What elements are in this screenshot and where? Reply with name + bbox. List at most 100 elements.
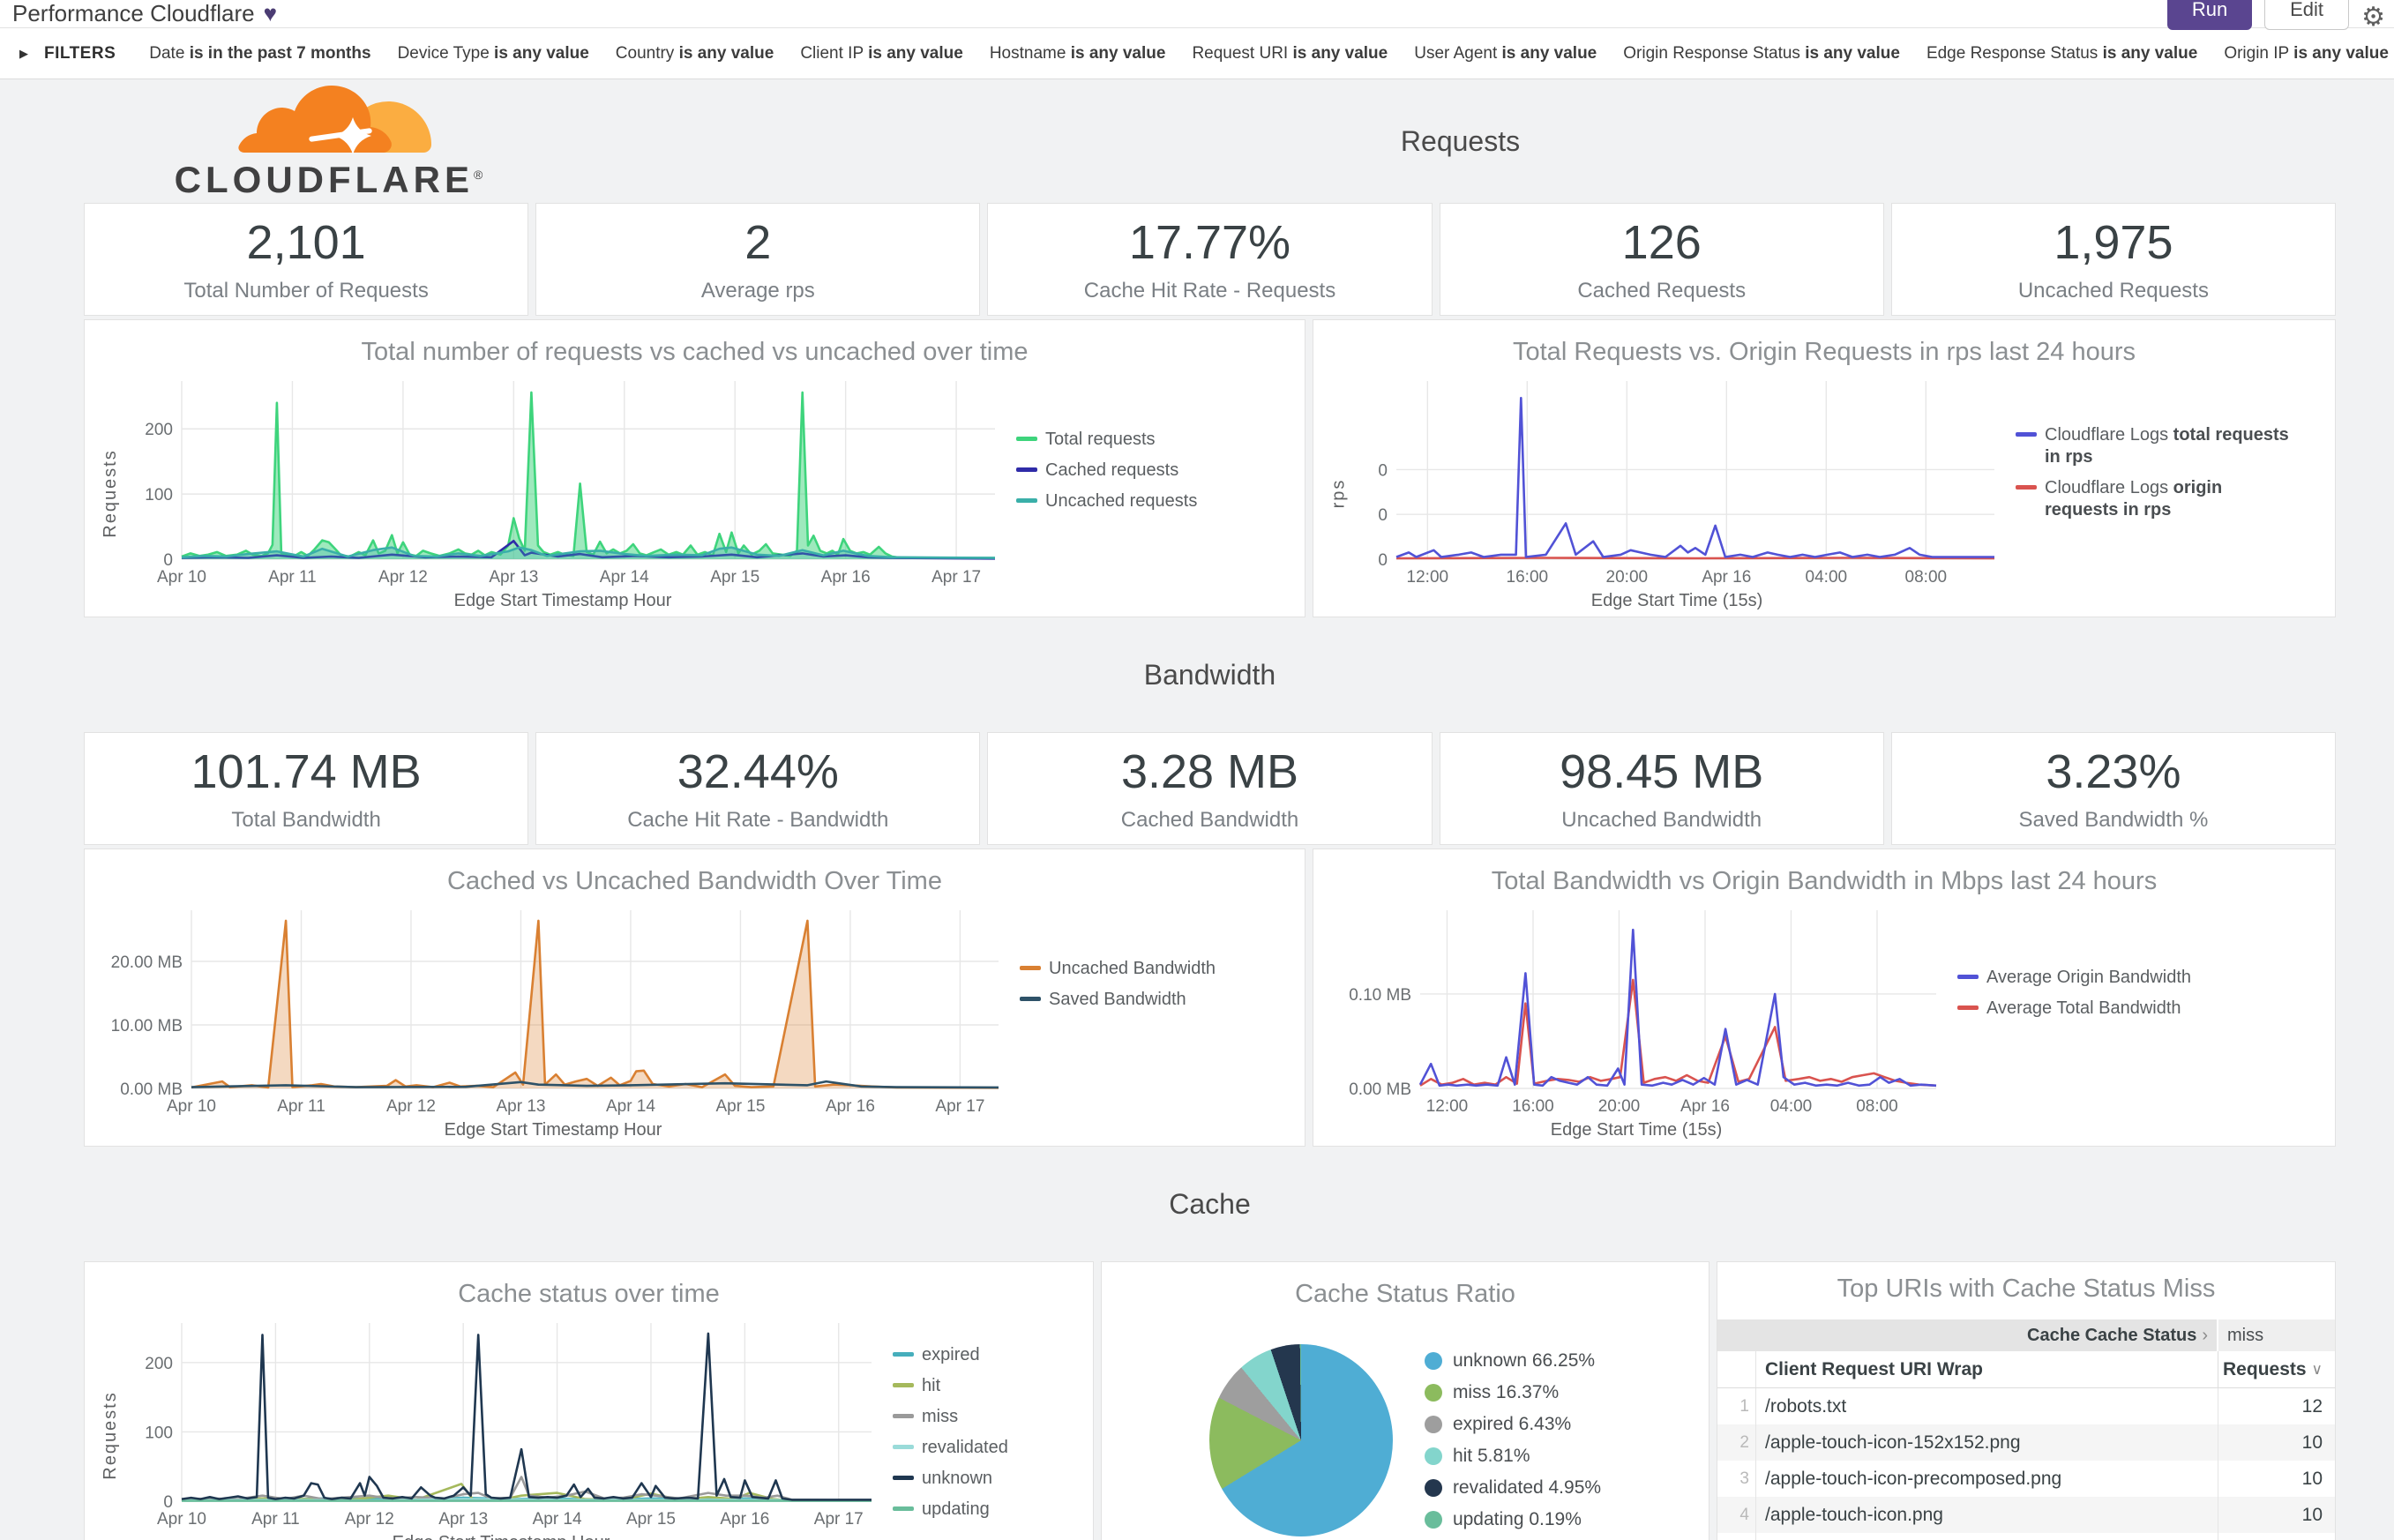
legend-swatch: [2016, 485, 2037, 490]
svg-text:04:00: 04:00: [1770, 1097, 1813, 1116]
uri-cell[interactable]: /robots.txt: [1756, 1388, 2218, 1424]
filter-item-client-ip[interactable]: Client IP is any value: [800, 43, 963, 63]
uri-column-header[interactable]: Client Request URI Wrap: [1756, 1351, 2218, 1387]
kpi-label: Total Bandwidth: [231, 808, 381, 832]
legend-item-uncached-bandwidth[interactable]: Uncached Bandwidth: [1020, 958, 1272, 980]
legend-swatch: [1020, 997, 1041, 1001]
kpi-value: 101.74 MB: [191, 745, 422, 798]
svg-text:Apr 17: Apr 17: [931, 568, 981, 587]
x-axis-title: Edge Start Timestamp Hour: [393, 1533, 610, 1540]
legend-item-average-origin-bandwidth[interactable]: Average Origin Bandwidth: [1957, 967, 2236, 989]
svg-text:Apr 15: Apr 15: [715, 1097, 765, 1116]
chart-title: Total number of requests vs cached vs un…: [361, 338, 1029, 366]
kpi-row-bandwidth: 101.74 MB Total Bandwidth 32.44% Cache Hit …: [84, 732, 2337, 845]
requests-cell[interactable]: 10: [2301, 1468, 2323, 1489]
legend-item-total-requests[interactable]: Total requests: [1016, 429, 1255, 451]
plot-area[interactable]: 0 100 200 Apr 10 Apr 11 Apr 12 Apr 13 Apr 14 Apr…: [122, 1318, 880, 1531]
uri-cell[interactable]: /apple-touch-icon-precomposed.png: [1756, 1461, 2218, 1497]
bandwidth-kpi-1: 32.44% Cache Hit Rate - Bandwidth: [535, 732, 981, 845]
uri-cell[interactable]: /apple-touch-icon-152x152.png: [1756, 1424, 2218, 1461]
legend-item-revalidated[interactable]: revalidated: [893, 1437, 1035, 1459]
svg-text:Apr 13: Apr 13: [438, 1510, 488, 1529]
filter-item-origin-response-status[interactable]: Origin Response Status is any value: [1623, 43, 1900, 63]
filters-label: FILTERS: [44, 43, 116, 63]
filter-item-hostname[interactable]: Hostname is any value: [989, 43, 1166, 63]
filter-item-country[interactable]: Country is any value: [615, 43, 774, 63]
kpi-value: 3.28 MB: [1120, 745, 1299, 798]
section-title-cache: Cache: [1169, 1187, 1251, 1220]
legend-item-origin-requests-in-rps[interactable]: Cloudflare Logs origin requests in rps: [2016, 477, 2294, 521]
legend-item-expired[interactable]: expired: [893, 1344, 1035, 1366]
row-number: 3: [1717, 1461, 1756, 1497]
svg-text:Apr 13: Apr 13: [496, 1097, 545, 1116]
filter-item-user-agent[interactable]: User Agent is any value: [1414, 43, 1597, 63]
legend-swatch: [2016, 432, 2037, 437]
filter-item-request-uri[interactable]: Request URI is any value: [1192, 43, 1388, 63]
requests-cell[interactable]: 10: [2301, 1432, 2323, 1453]
legend-item-uncached-requests[interactable]: Uncached requests: [1016, 490, 1255, 512]
plot-area[interactable]: 0 100 200 Apr 10 Apr 11 Apr 12 Apr 13 Apr 14 Apr…: [122, 376, 1004, 589]
kpi-label: Average rps: [700, 279, 815, 303]
filter-item-edge-response-status[interactable]: Edge Response Status is any value: [1926, 43, 2198, 63]
svg-text:10.00 MB: 10.00 MB: [111, 1017, 183, 1035]
pivot-header[interactable]: Cache Cache Status ›: [1717, 1319, 2218, 1351]
chart-title: Total Requests vs. Origin Requests in rp…: [1513, 338, 2136, 366]
filters-expand-icon[interactable]: ▶: [19, 46, 28, 60]
legend-item-average-total-bandwidth[interactable]: Average Total Bandwidth: [1957, 998, 2236, 1020]
pie-legend-item-hit[interactable]: hit 5.81%: [1424, 1446, 1601, 1467]
requests-column-header[interactable]: Requests ∨: [2223, 1358, 2323, 1379]
svg-text:Apr 15: Apr 15: [710, 568, 759, 587]
cache-status-ratio-card: Cache Status Ratio unknown 66.25% miss 16…: [1101, 1261, 1709, 1540]
chart-legend: expired hit miss revalidated unknown updating: [880, 1318, 1035, 1521]
legend-item-miss[interactable]: miss: [893, 1406, 1035, 1428]
legend-item-total-requests-in-rps[interactable]: Cloudflare Logs total requests in rps: [2016, 424, 2294, 468]
requests-kpi-1: 2 Average rps: [535, 203, 981, 316]
svg-text:Apr 12: Apr 12: [345, 1510, 394, 1529]
series-unknown: [181, 1332, 872, 1501]
legend-swatch: [1016, 498, 1037, 503]
table-header-row: Client Request URI Wrap Requests ∨: [1717, 1351, 2335, 1388]
kpi-value: 98.45 MB: [1560, 745, 1764, 798]
requests-cell[interactable]: 7: [2218, 1533, 2335, 1540]
plot-area[interactable]: 0.00 MB 10.00 MB 20.00 MB Apr 10 Apr 11 Apr 1…: [99, 905, 1007, 1118]
legend-item-unknown[interactable]: unknown: [893, 1468, 1035, 1490]
top-uris-card: Top URIs with Cache Status Miss Cache Ca…: [1717, 1261, 2336, 1540]
svg-text:Apr 14: Apr 14: [600, 568, 649, 587]
filter-item-date[interactable]: Date is in the past 7 months: [149, 43, 371, 63]
requests-cell[interactable]: 12: [2301, 1395, 2323, 1417]
svg-text:0: 0: [1378, 506, 1388, 525]
uri-cell[interactable]: /: [1756, 1533, 2218, 1540]
svg-text:0: 0: [163, 1493, 173, 1512]
legend-item-updating[interactable]: updating: [893, 1499, 1035, 1521]
table-row: 5/7: [1717, 1533, 2335, 1540]
kpi-label: Uncached Requests: [2017, 279, 2209, 303]
plot-area[interactable]: 0.00 MB 0.10 MB 12:00 16:00 20:00 Apr 16 04:00…: [1328, 905, 1945, 1118]
svg-text:Apr 16: Apr 16: [720, 1510, 769, 1529]
requests-cell[interactable]: 10: [2301, 1504, 2323, 1525]
requests-kpi-0: 2,101 Total Number of Requests: [84, 203, 529, 316]
plot-area[interactable]: 0 0 0 12:00 16:00 20:00 Apr 16 04:00 08:00: [1350, 376, 2003, 589]
svg-text:Apr 10: Apr 10: [157, 568, 206, 587]
cache-status-pie[interactable]: [1208, 1344, 1393, 1536]
pie-legend-item-unknown[interactable]: unknown 66.25%: [1424, 1350, 1601, 1372]
edit-button[interactable]: Edit: [2264, 0, 2350, 30]
chart-title: Cache status over time: [458, 1280, 720, 1308]
legend-item-cached-requests[interactable]: Cached requests: [1016, 460, 1255, 482]
run-button[interactable]: Run: [2167, 0, 2253, 30]
svg-text:Apr 16: Apr 16: [1702, 568, 1751, 587]
legend-item-hit[interactable]: hit: [893, 1375, 1035, 1397]
filter-item-origin-ip[interactable]: Origin IP is any value: [2224, 43, 2389, 63]
pie-legend-item-miss[interactable]: miss 16.37%: [1424, 1382, 1601, 1403]
legend-item-saved-bandwidth[interactable]: Saved Bandwidth: [1020, 989, 1272, 1011]
uri-cell[interactable]: /apple-touch-icon.png: [1756, 1497, 2218, 1533]
pie-legend-item-revalidated[interactable]: revalidated 4.95%: [1424, 1477, 1601, 1499]
pie-legend: unknown 66.25% miss 16.37% expired 6.43% hi…: [1424, 1350, 1601, 1530]
svg-text:200: 200: [145, 1355, 173, 1373]
filter-item-device-type[interactable]: Device Type is any value: [397, 43, 589, 63]
pie-legend-item-expired[interactable]: expired 6.43%: [1424, 1414, 1601, 1435]
kpi-label: Saved Bandwidth %: [2018, 808, 2209, 832]
pie-legend-item-updating[interactable]: updating 0.19%: [1424, 1509, 1601, 1530]
legend-dot: [1424, 1416, 1442, 1433]
gear-icon[interactable]: ⚙: [2361, 3, 2385, 32]
